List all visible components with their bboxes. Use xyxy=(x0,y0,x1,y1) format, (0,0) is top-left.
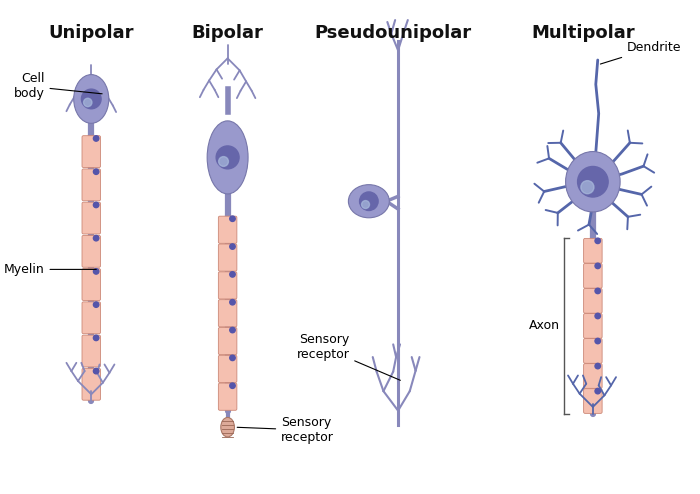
FancyBboxPatch shape xyxy=(218,383,237,411)
Circle shape xyxy=(595,288,601,293)
Circle shape xyxy=(230,244,235,249)
Ellipse shape xyxy=(566,152,620,212)
FancyBboxPatch shape xyxy=(82,202,101,234)
FancyBboxPatch shape xyxy=(584,314,602,338)
FancyBboxPatch shape xyxy=(584,338,602,363)
FancyBboxPatch shape xyxy=(584,288,602,313)
FancyBboxPatch shape xyxy=(584,364,602,388)
Circle shape xyxy=(230,272,235,277)
Text: Axon: Axon xyxy=(528,320,560,332)
Text: Unipolar: Unipolar xyxy=(48,24,134,42)
Circle shape xyxy=(83,98,92,107)
FancyBboxPatch shape xyxy=(218,300,237,327)
Circle shape xyxy=(362,201,370,208)
Circle shape xyxy=(93,302,99,307)
FancyBboxPatch shape xyxy=(584,389,602,413)
Circle shape xyxy=(581,181,594,194)
Circle shape xyxy=(93,335,99,340)
Circle shape xyxy=(595,364,601,369)
Circle shape xyxy=(93,236,99,241)
FancyBboxPatch shape xyxy=(82,136,101,167)
Circle shape xyxy=(93,369,99,374)
Circle shape xyxy=(230,383,235,388)
Circle shape xyxy=(218,157,228,166)
Circle shape xyxy=(230,355,235,361)
Circle shape xyxy=(595,313,601,319)
Circle shape xyxy=(595,238,601,244)
Text: Multipolar: Multipolar xyxy=(531,24,635,42)
Ellipse shape xyxy=(220,417,234,437)
FancyBboxPatch shape xyxy=(82,169,101,201)
Circle shape xyxy=(595,263,601,269)
FancyBboxPatch shape xyxy=(82,302,101,334)
FancyBboxPatch shape xyxy=(218,244,237,271)
FancyBboxPatch shape xyxy=(82,269,101,300)
Circle shape xyxy=(216,146,239,169)
Ellipse shape xyxy=(349,185,389,218)
Text: Dendrite: Dendrite xyxy=(601,41,682,64)
FancyBboxPatch shape xyxy=(218,355,237,382)
Text: Pseudounipolar: Pseudounipolar xyxy=(314,24,472,42)
FancyBboxPatch shape xyxy=(218,216,237,244)
Circle shape xyxy=(81,89,101,109)
Text: Bipolar: Bipolar xyxy=(192,24,264,42)
Circle shape xyxy=(93,202,99,207)
Circle shape xyxy=(230,328,235,333)
Text: Myelin: Myelin xyxy=(4,263,97,276)
FancyBboxPatch shape xyxy=(218,272,237,299)
Ellipse shape xyxy=(74,75,108,124)
Ellipse shape xyxy=(207,121,248,194)
Text: Sensory
receptor: Sensory receptor xyxy=(237,416,334,444)
FancyBboxPatch shape xyxy=(584,239,602,263)
Circle shape xyxy=(230,216,235,221)
FancyBboxPatch shape xyxy=(82,236,101,267)
Circle shape xyxy=(93,169,99,174)
Circle shape xyxy=(93,269,99,274)
FancyBboxPatch shape xyxy=(82,369,101,400)
Circle shape xyxy=(578,166,608,197)
FancyBboxPatch shape xyxy=(584,263,602,288)
Circle shape xyxy=(360,192,378,210)
Circle shape xyxy=(595,388,601,394)
FancyBboxPatch shape xyxy=(218,328,237,355)
Text: Cell
body: Cell body xyxy=(13,72,102,100)
Circle shape xyxy=(595,338,601,344)
Circle shape xyxy=(93,136,99,141)
Circle shape xyxy=(230,299,235,305)
FancyBboxPatch shape xyxy=(82,335,101,367)
Text: Sensory
receptor: Sensory receptor xyxy=(297,333,400,380)
